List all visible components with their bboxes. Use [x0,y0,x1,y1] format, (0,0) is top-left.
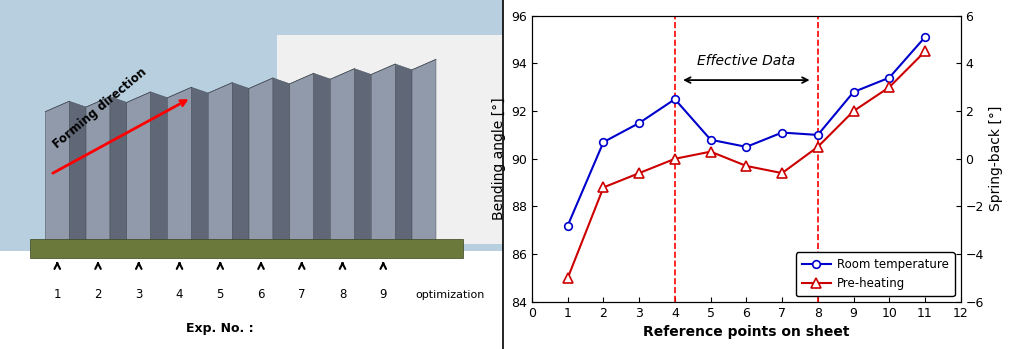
Room temperature [633,121,646,125]
Polygon shape [371,64,396,244]
Polygon shape [412,59,436,244]
Polygon shape [45,101,69,244]
Room temperature [918,35,931,39]
Bar [0,0,503,251]
Polygon shape [127,92,151,244]
Pre-heating [847,109,859,113]
Text: Effective Data: Effective Data [697,54,795,68]
Text: 3: 3 [135,288,143,302]
Pre-heating [918,50,931,54]
Room temperature [705,138,717,142]
Polygon shape [69,101,86,244]
Pre-heating [812,145,824,149]
Polygon shape [331,69,354,244]
Text: Forming direction: Forming direction [51,65,149,151]
Polygon shape [167,87,191,244]
Pre-heating [883,85,896,89]
Line: Room temperature: Room temperature [564,34,929,229]
Text: 4: 4 [176,288,183,302]
Room temperature [847,90,859,94]
Room temperature [562,223,574,228]
X-axis label: Reference points on sheet: Reference points on sheet [644,325,849,339]
Y-axis label: Spring-back [°]: Spring-back [°] [990,106,1003,211]
Polygon shape [273,78,290,244]
Bar [30,239,463,258]
Text: 1: 1 [54,288,61,302]
Polygon shape [109,97,127,244]
Text: 2: 2 [94,288,102,302]
Polygon shape [232,83,249,244]
Polygon shape [151,92,167,244]
Pre-heating [668,157,681,161]
Y-axis label: Bending angle [°]: Bending angle [°] [492,97,505,220]
Text: optimization: optimization [416,290,486,300]
Pre-heating [776,171,788,175]
Pre-heating [562,276,574,280]
Polygon shape [396,64,412,244]
Text: Exp. No. :: Exp. No. : [186,321,254,335]
Polygon shape [354,69,371,244]
Room temperature [883,76,896,80]
Text: 5: 5 [217,288,224,302]
Room temperature [597,140,609,144]
Room temperature [668,97,681,101]
Text: 6: 6 [257,288,264,302]
Polygon shape [290,73,314,244]
Polygon shape [191,87,209,244]
Text: 7: 7 [298,288,306,302]
Room temperature [776,131,788,135]
Pre-heating [705,150,717,154]
Polygon shape [86,97,109,244]
Text: 8: 8 [339,288,346,302]
Room temperature [740,145,752,149]
Pre-heating [633,171,646,175]
Polygon shape [209,83,232,244]
Polygon shape [249,78,273,244]
Pre-heating [597,185,609,190]
Pre-heating [740,164,752,168]
Line: Pre-heating: Pre-heating [563,47,930,283]
Bar [0,251,503,349]
Room temperature [812,133,824,137]
Polygon shape [314,73,331,244]
Legend: Room temperature, Pre-heating: Room temperature, Pre-heating [795,252,954,296]
Text: 9: 9 [379,288,387,302]
Bar [277,35,503,244]
